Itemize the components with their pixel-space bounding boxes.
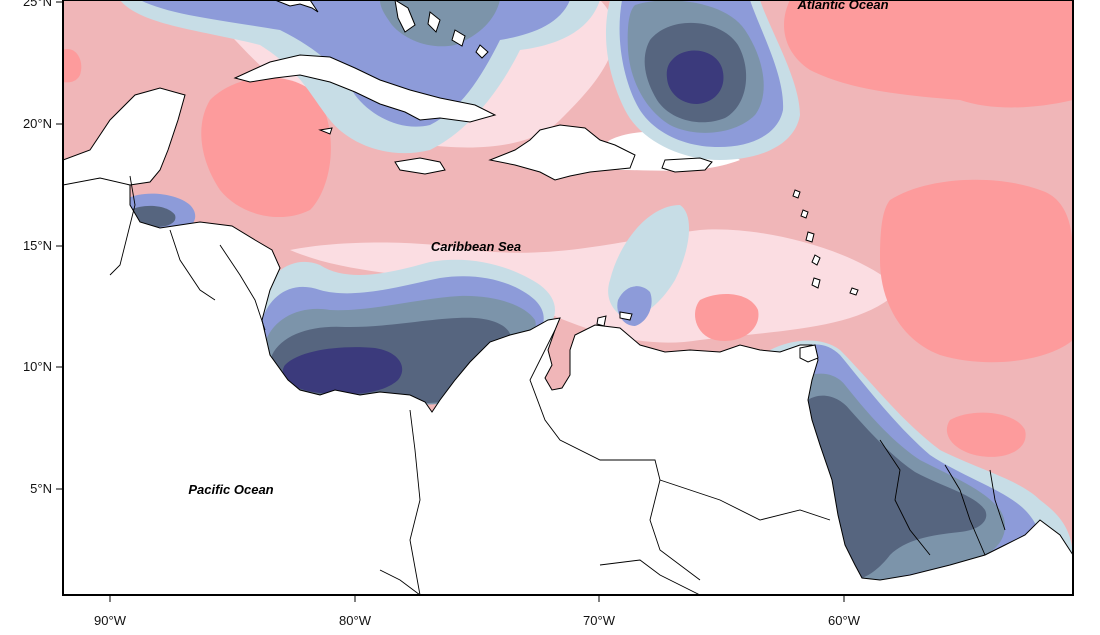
lat-tick-label: 25°N <box>23 0 52 9</box>
island-antilles-2 <box>800 209 809 219</box>
lat-tick-label: 5°N <box>30 481 52 496</box>
border-guyana <box>879 439 931 556</box>
negative-atlantic-extreme <box>666 50 724 104</box>
lon-tick-label: 60°W <box>828 613 861 628</box>
pacific-ocean-label: Pacific Ocean <box>188 482 273 497</box>
border-french-guiana <box>989 469 1006 531</box>
island-bahamas-3 <box>451 29 466 47</box>
island-barbados <box>849 287 859 296</box>
island-jamaica <box>394 157 446 175</box>
lat-tick-label: 20°N <box>23 116 52 131</box>
border-colombia-venezuela <box>529 329 701 581</box>
positive-blob-hispaniola <box>451 165 639 224</box>
longitude-axis: 90°W 80°W 70°W 60°W <box>94 595 861 628</box>
border-suriname <box>944 464 986 556</box>
border-colombia-south <box>409 409 421 595</box>
lon-tick-label: 70°W <box>583 613 616 628</box>
island-hispaniola <box>488 124 636 181</box>
island-cayman <box>318 127 333 135</box>
island-trinidad <box>799 344 819 363</box>
border-south-3 <box>379 569 421 595</box>
map-frame <box>62 0 1074 596</box>
island-bahamas-1 <box>394 0 416 33</box>
positive-blob-caribbean-east <box>695 294 759 341</box>
negative-south-extreme <box>282 347 403 395</box>
negative-honduras-inner <box>129 205 176 228</box>
border-central-1 <box>109 175 136 276</box>
lat-tick-label: 15°N <box>23 238 52 253</box>
positive-blob-guiana <box>946 412 1026 457</box>
island-aruba <box>596 315 607 327</box>
island-cuba <box>233 54 497 123</box>
island-antilles-1 <box>792 189 801 199</box>
landmass-florida <box>274 0 319 13</box>
positive-blob-atlantic-north <box>784 0 1073 108</box>
lat-tick-label: 10°N <box>23 359 52 374</box>
border-central-3 <box>219 244 266 331</box>
border-central-2 <box>169 229 216 301</box>
landmass-central-south-america <box>63 175 1073 595</box>
lon-tick-label: 80°W <box>339 613 372 628</box>
positive-blob-atlantic-east <box>880 179 1073 363</box>
positive-blob-gulf <box>201 77 331 218</box>
island-puerto-rico <box>661 157 713 173</box>
border-venezuela-brazil <box>659 479 831 521</box>
island-bahamas-4 <box>475 44 489 59</box>
landmass-yucatan <box>63 87 186 186</box>
contour-field <box>63 0 1073 595</box>
island-antilles-4 <box>811 254 821 266</box>
island-curacao <box>619 311 633 321</box>
border-south-2 <box>599 559 701 595</box>
island-antilles-3 <box>805 231 815 243</box>
latitude-axis: 25°N 20°N 15°N 10°N 5°N <box>23 0 63 496</box>
lon-tick-label: 90°W <box>94 613 127 628</box>
positive-blob-nw <box>63 49 82 83</box>
island-antilles-5 <box>811 277 821 289</box>
island-bahamas-2 <box>427 11 441 33</box>
caribbean-sea-label: Caribbean Sea <box>431 239 521 254</box>
atlantic-ocean-label: Atlantic Ocean <box>796 0 888 12</box>
land-layer <box>63 0 1073 595</box>
